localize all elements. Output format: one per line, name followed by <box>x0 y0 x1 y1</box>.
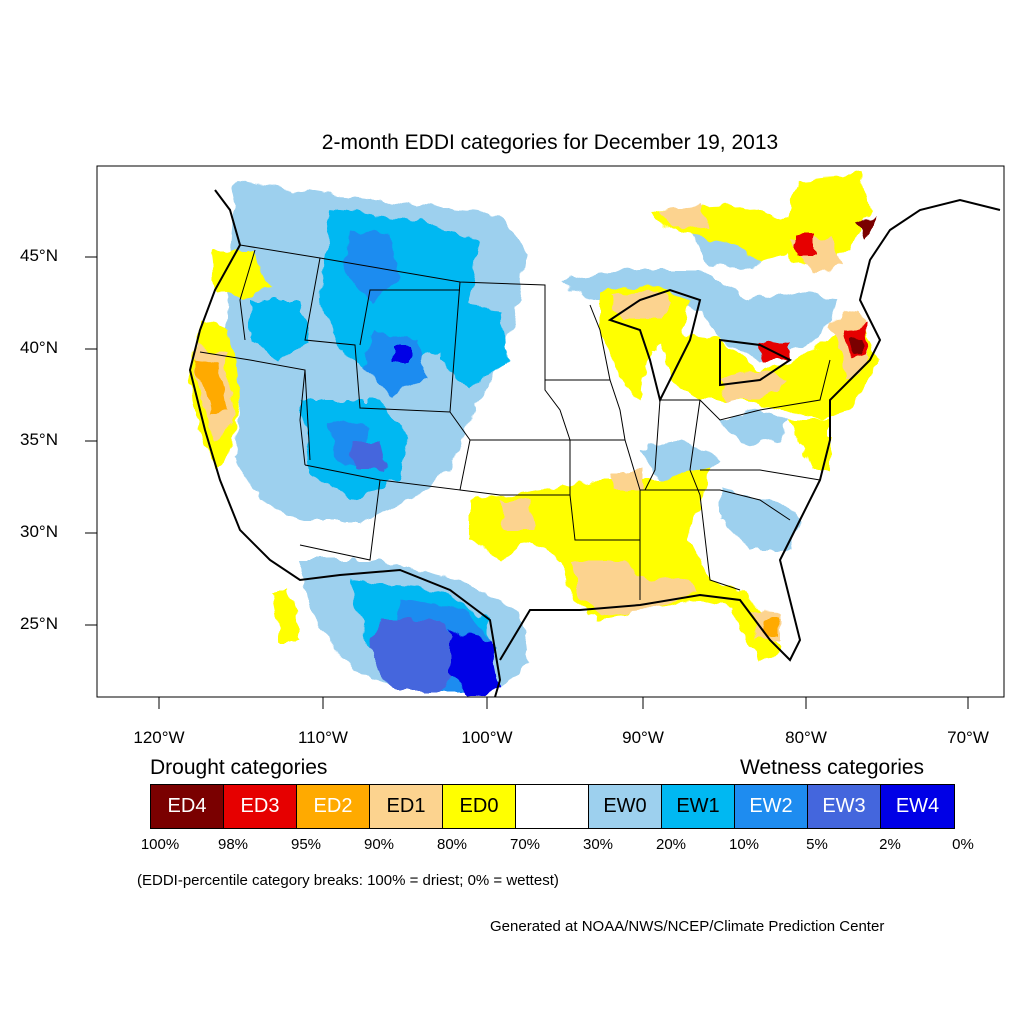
legend-box-ew3: EW3 <box>808 785 881 828</box>
lat-label-35n: 35°N <box>20 430 58 449</box>
legend-box-ew2: EW2 <box>735 785 808 828</box>
legend-box-ew0: EW0 <box>589 785 662 828</box>
map-frame <box>96 165 1005 698</box>
legend-box-neutral <box>516 785 589 828</box>
category-legend: ED4 ED3 ED2 ED1 ED0 EW0 EW1 EW2 EW3 EW4 <box>150 784 955 829</box>
break-label: 80% <box>436 836 468 853</box>
eddi-map <box>85 165 1005 709</box>
break-label: 98% <box>217 836 249 853</box>
legend-box-ed4: ED4 <box>151 785 224 828</box>
break-label: 5% <box>806 836 828 853</box>
wetness-heading: Wetness categories <box>740 756 925 779</box>
legend-box-ed1: ED1 <box>370 785 443 828</box>
lon-label-70w: 70°W <box>947 728 989 747</box>
legend-box-ed0: ED0 <box>443 785 516 828</box>
break-label: 0% <box>952 836 974 853</box>
break-label: 90% <box>363 836 395 853</box>
axis-ticks <box>85 256 969 709</box>
break-label: 70% <box>509 836 541 853</box>
legend-box-ed3: ED3 <box>224 785 297 828</box>
lat-label-25n: 25°N <box>20 614 58 633</box>
lon-label-100w: 100°W <box>461 728 513 747</box>
break-label: 20% <box>655 836 687 853</box>
lon-label-80w: 80°W <box>785 728 827 747</box>
credit-line: Generated at NOAA/NWS/NCEP/Climate Predi… <box>490 918 885 935</box>
break-label: 100% <box>140 836 180 853</box>
graticule <box>199 244 831 600</box>
map-title: 2-month EDDI categories for December 19,… <box>321 131 779 154</box>
category-fields <box>190 175 880 695</box>
lon-label-120w: 120°W <box>133 728 185 747</box>
lat-label-30n: 30°N <box>20 522 58 541</box>
legend-box-ew1: EW1 <box>662 785 735 828</box>
legend-box-ed2: ED2 <box>297 785 370 828</box>
lat-label-40n: 40°N <box>20 338 58 357</box>
lon-label-110w: 110°W <box>298 728 348 747</box>
lon-label-90w: 90°W <box>622 728 664 747</box>
lat-label-45n: 45°N <box>20 246 58 265</box>
break-label: 95% <box>290 836 322 853</box>
great-lakes <box>607 288 792 403</box>
legend-box-ew4: EW4 <box>881 785 954 828</box>
break-label: 10% <box>728 836 760 853</box>
coastline <box>188 189 1001 697</box>
drought-heading: Drought categories <box>150 756 328 779</box>
break-label: 30% <box>582 836 614 853</box>
breaks-note: (EDDI-percentile category breaks: 100% =… <box>137 872 559 889</box>
break-label: 2% <box>879 836 901 853</box>
